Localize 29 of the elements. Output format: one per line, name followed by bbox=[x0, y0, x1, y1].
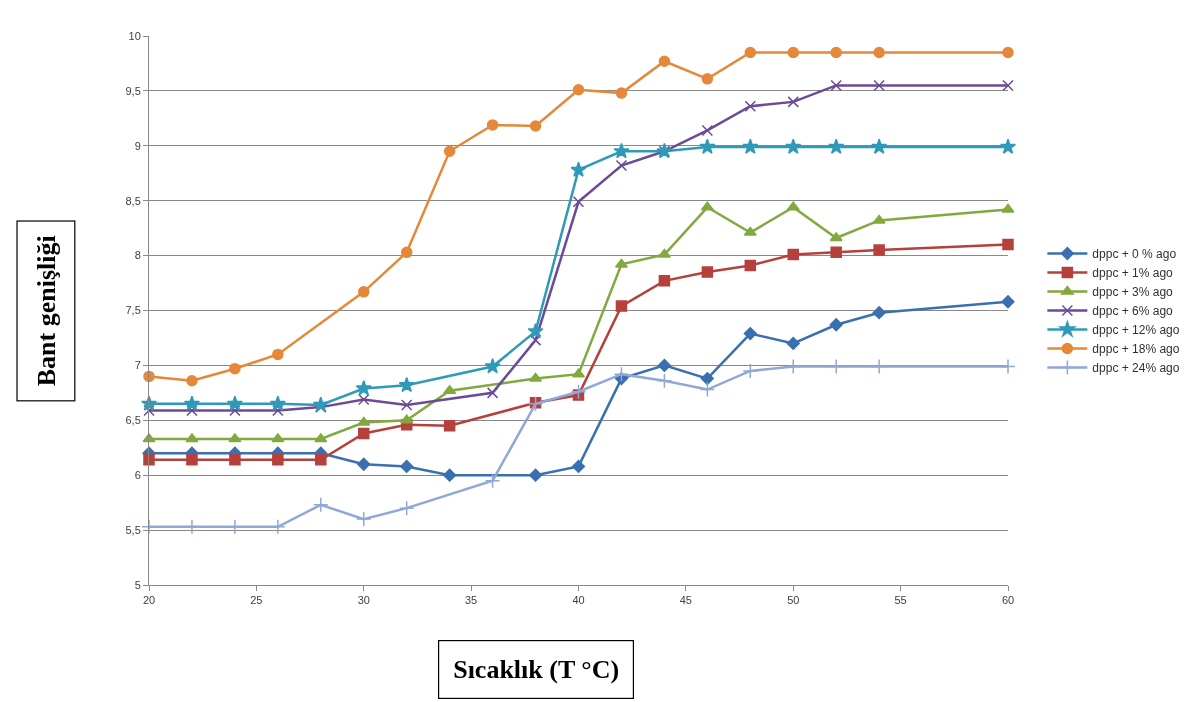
y-tick-label: 6 bbox=[134, 469, 141, 482]
legend-label: dppc + 12% ago bbox=[1092, 323, 1180, 338]
x-tick-label: 55 bbox=[894, 594, 907, 607]
x-tick-label: 50 bbox=[787, 594, 800, 607]
y-tick-label: 8 bbox=[134, 249, 141, 262]
x-tick-label: 30 bbox=[357, 594, 370, 607]
legend-label: dppc + 6% ago bbox=[1092, 304, 1174, 319]
y-axis-title: Bant genişliği bbox=[31, 235, 61, 387]
y-tick-label: 9,5 bbox=[125, 84, 141, 97]
y-tick-label: 7 bbox=[134, 359, 141, 372]
y-tick-label: 5 bbox=[134, 578, 141, 591]
y-tick-label: 7,5 bbox=[125, 304, 141, 317]
y-tick-label: 6,5 bbox=[125, 414, 141, 427]
x-tick-label: 20 bbox=[142, 594, 156, 607]
y-tick-label: 5,5 bbox=[125, 523, 141, 536]
legend-label: dppc + 0 % ago bbox=[1092, 247, 1177, 262]
legend-label: dppc + 18% ago bbox=[1092, 342, 1180, 357]
x-tick-label: 25 bbox=[250, 594, 263, 607]
legend-label: dppc + 24% ago bbox=[1092, 361, 1180, 376]
x-tick-label: 40 bbox=[572, 594, 585, 607]
y-tick-label: 10 bbox=[128, 29, 141, 42]
x-tick-label: 35 bbox=[465, 594, 478, 607]
x-axis-title: Sıcaklık (T °C) bbox=[453, 655, 620, 685]
y-tick-label: 8,5 bbox=[125, 194, 141, 207]
y-tick-label: 9 bbox=[134, 139, 141, 152]
x-tick-label: 60 bbox=[1001, 594, 1015, 607]
legend-label: dppc + 3% ago bbox=[1092, 285, 1174, 300]
legend-label: dppc + 1% ago bbox=[1092, 266, 1174, 281]
x-tick-label: 45 bbox=[679, 594, 693, 607]
